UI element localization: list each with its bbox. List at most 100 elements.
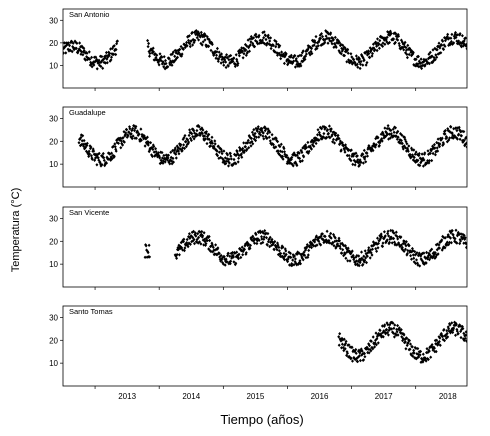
data-point — [187, 232, 191, 236]
data-point — [310, 51, 314, 56]
data-point — [147, 243, 151, 247]
data-point — [463, 236, 467, 240]
data-point — [336, 41, 340, 45]
data-point — [454, 323, 458, 327]
data-point — [261, 231, 265, 235]
data-point — [427, 52, 431, 56]
data-point — [325, 135, 329, 140]
data-point — [380, 139, 384, 143]
data-point — [383, 42, 387, 46]
data-point — [334, 131, 338, 135]
x-tick-label: 2017 — [375, 392, 393, 401]
data-point — [454, 30, 457, 35]
data-point — [321, 124, 325, 129]
data-point — [292, 151, 296, 155]
data-point — [435, 338, 439, 342]
data-point — [306, 255, 310, 259]
data-point — [399, 243, 403, 247]
data-point — [257, 35, 261, 39]
data-point — [406, 248, 410, 253]
data-point — [75, 41, 79, 45]
data-point — [349, 356, 353, 360]
data-point — [210, 42, 214, 47]
data-point — [85, 51, 89, 55]
data-point — [427, 349, 431, 353]
data-point — [195, 36, 199, 40]
data-point — [130, 136, 134, 141]
data-point — [78, 48, 82, 52]
data-point — [411, 253, 415, 257]
data-point — [294, 57, 298, 61]
data-point — [389, 228, 393, 233]
data-point — [310, 245, 313, 250]
data-point — [381, 41, 385, 45]
data-point — [276, 53, 279, 57]
data-point — [306, 44, 310, 48]
data-point — [161, 161, 165, 165]
data-point — [295, 153, 299, 157]
data-point — [323, 40, 327, 44]
data-point — [203, 134, 207, 138]
data-point — [454, 35, 458, 40]
data-point — [449, 125, 453, 129]
data-point — [388, 136, 392, 140]
data-point — [197, 125, 201, 129]
data-point — [405, 146, 409, 151]
data-point — [249, 40, 253, 44]
data-point — [359, 59, 363, 64]
x-tick-label: 2013 — [118, 392, 136, 401]
data-point — [276, 139, 280, 144]
data-point — [128, 127, 132, 131]
data-point — [385, 327, 389, 332]
data-point — [271, 137, 275, 141]
data-point — [222, 149, 226, 153]
data-point — [131, 134, 135, 138]
data-point — [460, 129, 464, 133]
data-point — [146, 250, 150, 255]
data-point — [317, 40, 321, 44]
data-point — [220, 52, 223, 56]
data-point — [423, 63, 427, 67]
data-point — [97, 151, 101, 156]
data-point — [295, 60, 299, 64]
data-point — [168, 158, 172, 162]
data-point — [324, 34, 328, 38]
data-point — [341, 243, 345, 247]
y-tick-label: 10 — [49, 61, 58, 70]
data-point — [452, 34, 456, 38]
data-point — [139, 127, 143, 131]
data-point — [215, 50, 219, 54]
data-point — [293, 257, 297, 261]
data-point — [293, 54, 297, 58]
data-point — [265, 136, 269, 140]
data-point — [460, 41, 464, 46]
data-point — [369, 339, 373, 343]
data-point — [174, 58, 178, 62]
data-point — [167, 56, 171, 61]
data-point — [236, 61, 240, 66]
data-point — [352, 57, 356, 62]
data-point — [386, 30, 390, 34]
data-point — [377, 241, 380, 246]
data-point — [282, 52, 285, 56]
data-point — [196, 241, 200, 245]
data-point — [272, 247, 276, 252]
data-point — [89, 62, 93, 66]
data-point — [63, 41, 66, 45]
data-point — [88, 57, 92, 61]
data-point — [458, 324, 462, 328]
data-point — [139, 138, 143, 142]
data-points — [143, 228, 467, 268]
data-point — [223, 263, 227, 267]
data-point — [414, 57, 418, 61]
data-point — [85, 141, 89, 146]
data-point — [257, 135, 261, 139]
data-point — [264, 33, 268, 38]
data-point — [371, 51, 374, 56]
data-point — [366, 347, 370, 351]
data-point — [95, 67, 99, 71]
data-point — [192, 229, 196, 234]
data-point — [207, 44, 211, 48]
data-point — [350, 345, 354, 349]
x-tick-label: 2016 — [311, 392, 329, 401]
